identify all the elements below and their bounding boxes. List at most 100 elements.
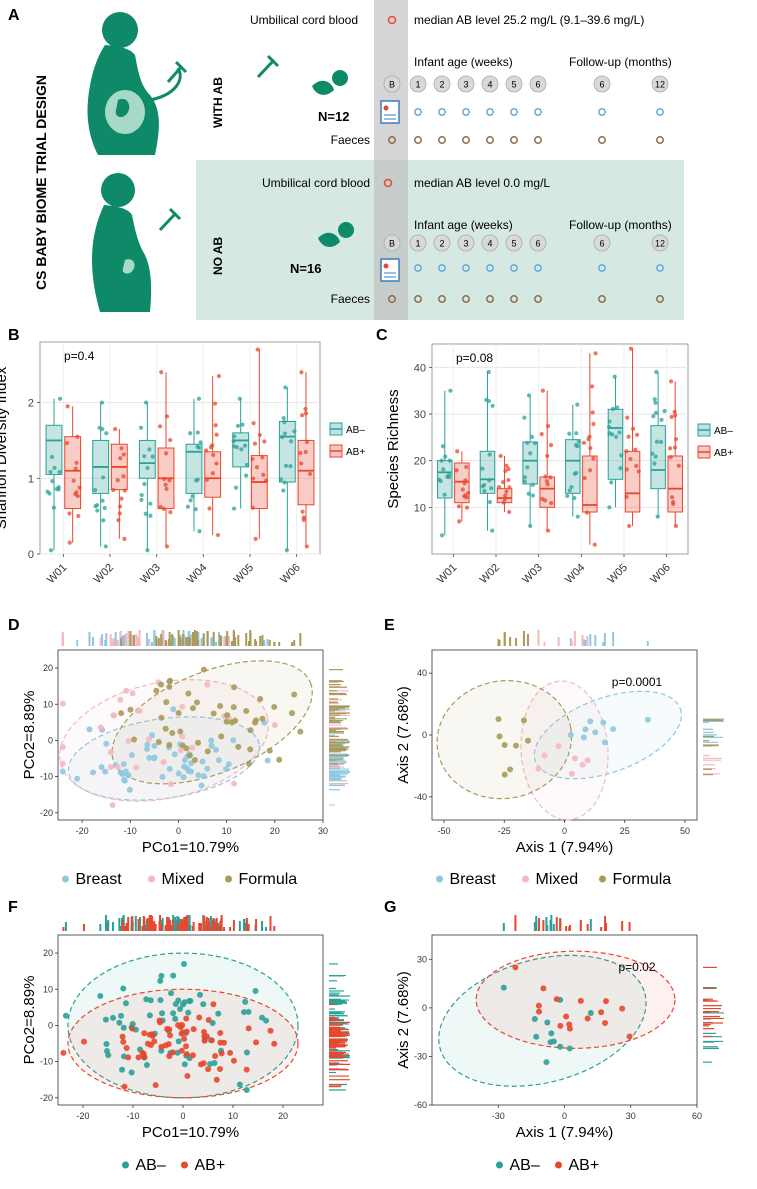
timepoint-badge <box>651 75 669 93</box>
data-point <box>257 696 264 703</box>
data-point <box>239 447 244 452</box>
data-point <box>216 1065 223 1072</box>
data-point <box>522 415 527 420</box>
data-point <box>122 536 127 541</box>
data-point <box>522 475 528 480</box>
data-point <box>454 468 459 473</box>
legend-marker <box>181 1161 188 1169</box>
x-tick-label: 0 <box>180 1111 185 1121</box>
data-point <box>250 456 255 462</box>
data-point <box>304 544 309 549</box>
x-tick-label: 20 <box>278 1111 288 1121</box>
faeces-sample-marker <box>486 295 494 303</box>
timepoint-badge <box>481 234 499 252</box>
data-point <box>104 431 109 436</box>
data-point <box>242 998 249 1005</box>
data-point <box>260 455 265 460</box>
p-value: p=0.02 <box>618 960 655 974</box>
data-point <box>181 1061 188 1068</box>
data-point <box>653 410 659 416</box>
data-point <box>189 705 196 712</box>
data-point <box>230 737 237 744</box>
data-point <box>158 972 165 979</box>
x-tick-label: 20 <box>270 826 280 836</box>
data-point <box>185 1009 192 1016</box>
legend-label: AB+ <box>714 448 733 459</box>
data-point <box>532 441 538 446</box>
data-point <box>571 755 578 762</box>
data-point <box>489 486 494 491</box>
data-point <box>553 996 560 1003</box>
data-point <box>110 1014 117 1021</box>
faeces-sample-marker <box>486 136 494 144</box>
y-axis-label: Axis 2 (7.68%) <box>395 971 412 1069</box>
timepoint-badge <box>409 234 427 252</box>
questionnaire-marker <box>438 108 446 116</box>
x-tick-label: W03 <box>520 562 544 586</box>
data-point <box>146 754 153 761</box>
data-point <box>244 462 250 468</box>
data-point <box>447 458 452 463</box>
data-point <box>243 1066 250 1073</box>
data-point <box>143 511 148 516</box>
data-point <box>464 464 469 470</box>
cord-blood-label: Umbilical cord blood <box>262 176 370 190</box>
data-point <box>175 770 182 777</box>
y-tick-label: 40 <box>417 668 427 678</box>
data-point <box>587 434 592 439</box>
data-point <box>466 491 471 496</box>
data-point <box>240 422 245 427</box>
data-point <box>101 518 106 523</box>
data-point <box>188 768 195 775</box>
data-point <box>243 708 250 715</box>
data-point <box>186 998 193 1005</box>
data-point <box>526 491 531 496</box>
data-point <box>100 475 106 480</box>
data-point <box>183 745 190 752</box>
data-point <box>513 742 520 749</box>
data-point <box>117 511 123 516</box>
data-point <box>140 1050 147 1057</box>
timepoint-label: 4 <box>487 239 492 249</box>
data-point <box>501 500 506 505</box>
data-point <box>194 699 201 706</box>
timepoint-badge <box>433 234 451 252</box>
box <box>138 439 156 479</box>
legend-label: Breast <box>76 871 123 888</box>
questionnaire-marker <box>462 264 470 272</box>
y-tick-label: 1 <box>28 473 34 485</box>
data-point <box>196 396 202 401</box>
data-point <box>668 454 673 460</box>
data-point <box>218 1050 225 1057</box>
data-point <box>299 461 304 466</box>
timepoint-label: 12 <box>655 80 665 90</box>
data-point <box>676 463 681 468</box>
data-point <box>143 996 150 1003</box>
data-point <box>628 456 633 462</box>
data-point <box>507 509 512 515</box>
data-point <box>650 451 655 456</box>
x-tick-label: W05 <box>232 562 256 586</box>
data-point <box>549 500 554 506</box>
data-point <box>102 505 107 511</box>
questionnaire-marker <box>414 264 422 272</box>
data-point <box>498 453 503 459</box>
data-point <box>51 505 56 510</box>
data-point <box>446 475 452 480</box>
data-point <box>119 496 124 501</box>
data-point <box>545 423 551 429</box>
data-point <box>567 731 574 738</box>
data-point <box>487 452 492 457</box>
data-point <box>288 439 294 444</box>
data-point <box>624 449 629 454</box>
data-point <box>443 454 448 459</box>
data-point <box>64 441 70 446</box>
data-point <box>503 493 508 498</box>
timepoint-badge <box>409 75 427 93</box>
data-point <box>575 443 580 449</box>
data-point <box>65 404 70 409</box>
data-point <box>143 400 149 405</box>
data-point <box>588 446 593 451</box>
data-point <box>247 727 254 734</box>
data-point <box>607 419 612 424</box>
